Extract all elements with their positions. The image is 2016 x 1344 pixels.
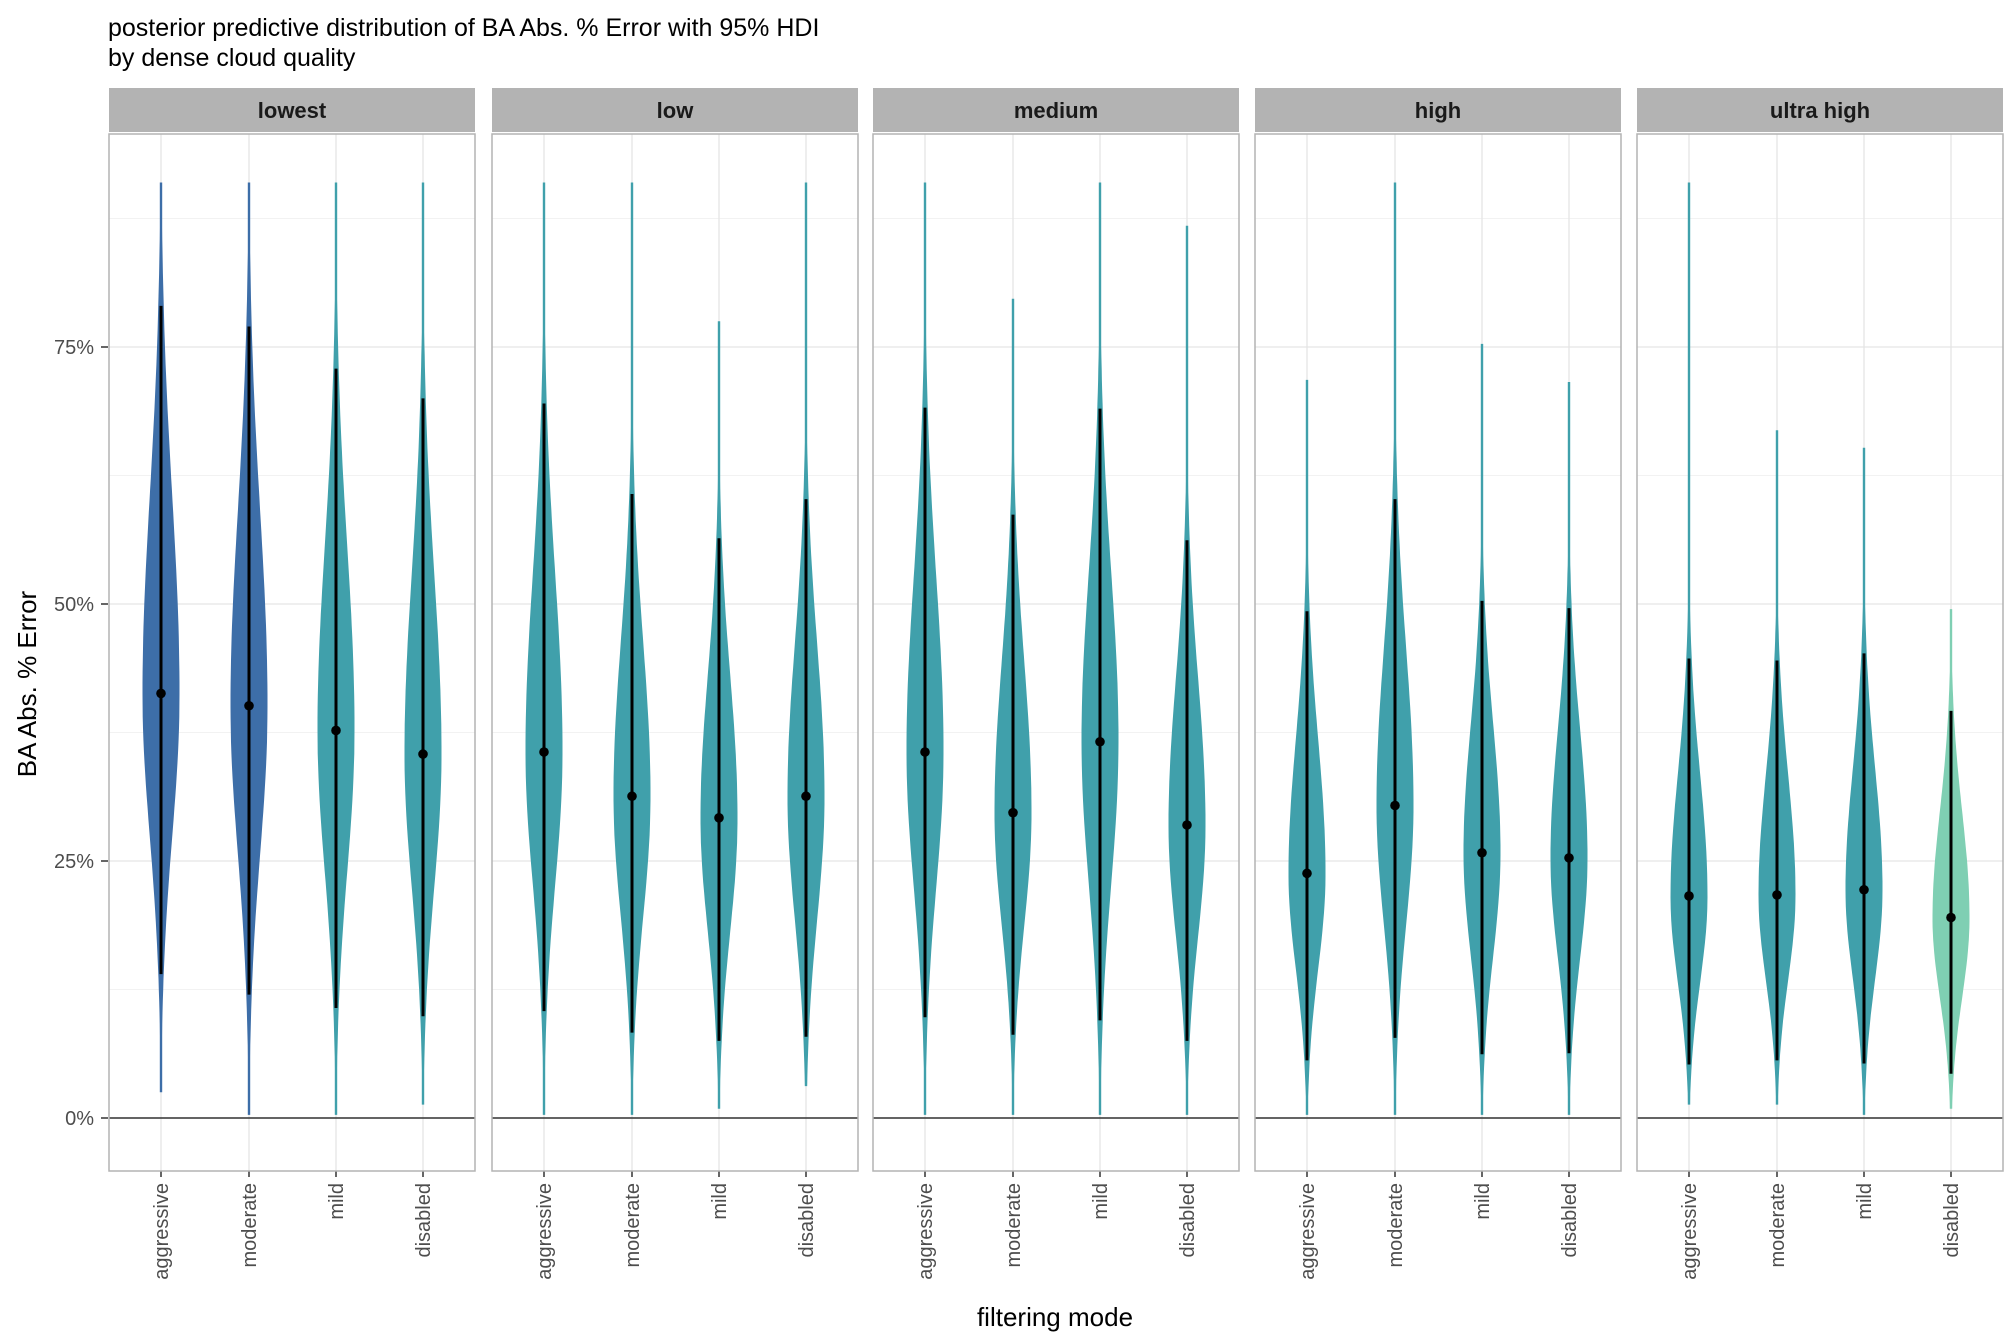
- y-tick-label: 75%: [54, 337, 94, 359]
- x-tick-label: mild: [1854, 1183, 1876, 1220]
- y-tick-label: 50%: [54, 594, 94, 616]
- panel-border: [491, 133, 859, 1172]
- panel-background: [1255, 134, 1621, 1171]
- median-point-lowest-mild: [331, 725, 341, 736]
- median-point-ultra-high-moderate: [1772, 890, 1782, 900]
- facet-strip-label: low: [657, 98, 695, 123]
- y-tick-label: 0%: [65, 1108, 94, 1130]
- violin-ultra-high-aggressive: [1670, 182, 1708, 1105]
- x-tick-label: aggressive: [1297, 1183, 1319, 1280]
- median-point-ultra-high-aggressive: [1684, 891, 1694, 901]
- x-tick-label: moderate: [1385, 1183, 1407, 1268]
- chart-subtitle: by dense cloud quality: [108, 44, 356, 72]
- facet-strip-label: high: [1415, 98, 1461, 123]
- median-point-medium-moderate: [1008, 807, 1018, 818]
- facet-strip: [492, 88, 858, 132]
- x-tick-label: disabled: [413, 1183, 435, 1258]
- median-point-low-mild: [714, 813, 724, 823]
- facet-strip-label: ultra high: [1770, 98, 1870, 123]
- facet-panels: aggressive moderate mild disabledlowestaggr…: [108, 88, 2004, 1280]
- facet-panel-ultra-high: aggressive moderate mild disabled ultra high: [1636, 88, 2004, 1280]
- median-point-low-moderate: [627, 791, 637, 802]
- facet-panel-lowest: aggressive moderate mild disabled lowest: [108, 88, 476, 1280]
- x-tick-label: mild: [709, 1183, 731, 1220]
- median-point-medium-aggressive: [920, 747, 930, 757]
- x-tick-label: disabled: [1559, 1183, 1581, 1258]
- panel-border: [872, 133, 1240, 1172]
- panel-border: [108, 133, 476, 1172]
- y-tick-label: 25%: [54, 851, 94, 873]
- median-point-lowest-disabled: [418, 749, 428, 759]
- median-point-lowest-moderate: [244, 700, 254, 711]
- x-tick-label: mild: [1472, 1183, 1494, 1220]
- facet-strip-label: lowest: [258, 98, 327, 123]
- x-tick-label: aggressive: [915, 1183, 937, 1280]
- median-point-low-disabled: [801, 791, 811, 802]
- median-point-medium-mild: [1095, 736, 1105, 747]
- x-axis-title: filtering mode: [977, 1302, 1133, 1332]
- x-tick-label: aggressive: [534, 1183, 556, 1280]
- facet-panel-high: aggressive moderate mild disabled high: [1254, 88, 1622, 1280]
- median-point-ultra-high-mild: [1859, 884, 1869, 895]
- x-tick-label: moderate: [1003, 1183, 1025, 1268]
- facet-panel-medium: aggressive moderate mild disabled medium: [872, 88, 1240, 1280]
- median-point-low-aggressive: [539, 747, 549, 757]
- median-point-high-moderate: [1390, 800, 1400, 811]
- facet-strip: [1255, 88, 1621, 132]
- x-tick-label: disabled: [796, 1183, 818, 1258]
- y-axis: 0% 25% 50% 75%: [54, 337, 108, 1130]
- median-point-medium-disabled: [1182, 820, 1192, 830]
- x-tick-label: aggressive: [151, 1183, 173, 1280]
- x-tick-label: moderate: [239, 1183, 261, 1268]
- median-point-ultra-high-disabled: [1946, 912, 1956, 923]
- median-point-high-disabled: [1564, 853, 1574, 863]
- x-tick-label: disabled: [1177, 1183, 1199, 1258]
- x-tick-label: moderate: [1767, 1183, 1789, 1268]
- facet-strip: [1637, 88, 2003, 132]
- median-point-high-aggressive: [1302, 868, 1312, 879]
- median-point-lowest-aggressive: [156, 688, 166, 699]
- facet-strip-label: medium: [1014, 98, 1098, 123]
- panel-border: [1636, 133, 2004, 1172]
- y-axis-title: BA Abs. % Error: [12, 590, 42, 777]
- facet-strip: [109, 88, 475, 132]
- chart-title: posterior predictive distribution of BA …: [108, 14, 819, 42]
- x-tick-label: moderate: [622, 1183, 644, 1268]
- x-tick-label: aggressive: [1679, 1183, 1701, 1280]
- x-tick-label: disabled: [1941, 1183, 1963, 1258]
- facet-panel-low: aggressive moderate mild disabled low: [491, 88, 859, 1280]
- x-tick-label: mild: [326, 1183, 348, 1220]
- facet-strip: [873, 88, 1239, 132]
- x-tick-label: mild: [1090, 1183, 1112, 1220]
- median-point-high-mild: [1477, 847, 1487, 858]
- panel-border: [1254, 133, 1622, 1172]
